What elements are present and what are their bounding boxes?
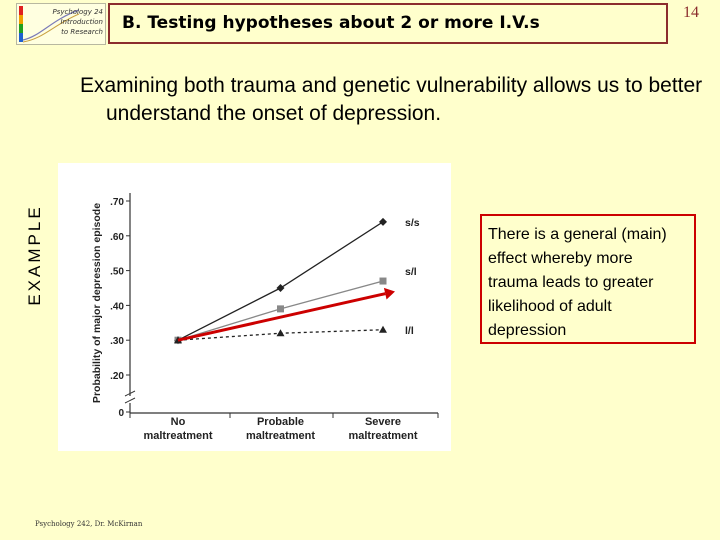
- y-tick-label: 0: [118, 408, 124, 419]
- logo-stripe-blue: [19, 33, 23, 42]
- data-point: [276, 329, 285, 337]
- data-point: [379, 277, 387, 285]
- logo-curve-graphic: [22, 9, 80, 43]
- y-tick-label: .30: [110, 336, 124, 347]
- logo-line-3: to Research: [61, 28, 103, 36]
- y-tick-label: .50: [110, 267, 124, 278]
- y-axis-title: Probability of major depression episode: [91, 203, 103, 403]
- logo-text: Psychology 24 Introduction to Research: [52, 7, 103, 37]
- data-point: [379, 217, 387, 226]
- logo-color-stripe: [19, 6, 23, 42]
- data-point: [276, 284, 285, 292]
- x-tick-label: Severe: [365, 416, 401, 428]
- logo-line-2: Introduction: [60, 18, 103, 26]
- logo-line-1: Psychology 24: [52, 8, 103, 16]
- chart-area: .70 .60 .50 .40 .30 .20 0 Probability of major …: [58, 163, 451, 451]
- x-tick-label: maltreatment: [348, 430, 417, 442]
- depression-line-chart: .70 .60 .50 .40 .30 .20 0 Probability of major …: [91, 193, 439, 442]
- footer-credit: Psychology 242, Dr. McKirnan: [35, 520, 143, 528]
- y-tick-label: .70: [110, 197, 124, 208]
- logo-stripe-red: [19, 6, 23, 15]
- legend-label-l-l: l/l: [405, 325, 414, 337]
- x-tick-label: Probable: [257, 416, 304, 428]
- y-tick-label: .20: [110, 371, 124, 382]
- page-number: 14: [683, 4, 699, 21]
- series-line-s-s: [177, 221, 384, 341]
- annotation-arrow: [177, 292, 386, 342]
- slide-title-box: B. Testing hypotheses about 2 or more I.…: [108, 3, 668, 44]
- logo-stripe-orange: [19, 15, 23, 24]
- legend-label-s-s: s/s: [405, 217, 420, 229]
- data-point: [277, 305, 284, 313]
- example-side-label: EXAMPLE: [25, 204, 44, 306]
- callout-box: There is a general (main) effect whereby…: [480, 214, 696, 344]
- annotation-arrowhead: [383, 287, 395, 300]
- logo-stripe-green: [19, 24, 23, 33]
- legend-label-s-l: s/l: [405, 266, 417, 278]
- y-tick-label: .60: [110, 232, 124, 243]
- slide-title: B. Testing hypotheses about 2 or more I.…: [122, 13, 540, 33]
- course-logo: Psychology 24 Introduction to Research: [16, 3, 106, 45]
- x-tick-label: No: [171, 416, 186, 428]
- callout-text: There is a general (main) effect whereby…: [488, 226, 667, 339]
- axis-break-mark: [124, 397, 136, 404]
- intro-text: Examining both trauma and genetic vulner…: [80, 74, 703, 125]
- axis-break-mark: [124, 390, 136, 397]
- x-tick-label: maltreatment: [246, 430, 315, 442]
- data-point: [379, 325, 387, 333]
- y-tick-label: .40: [110, 301, 124, 312]
- x-tick-label: maltreatment: [143, 430, 212, 442]
